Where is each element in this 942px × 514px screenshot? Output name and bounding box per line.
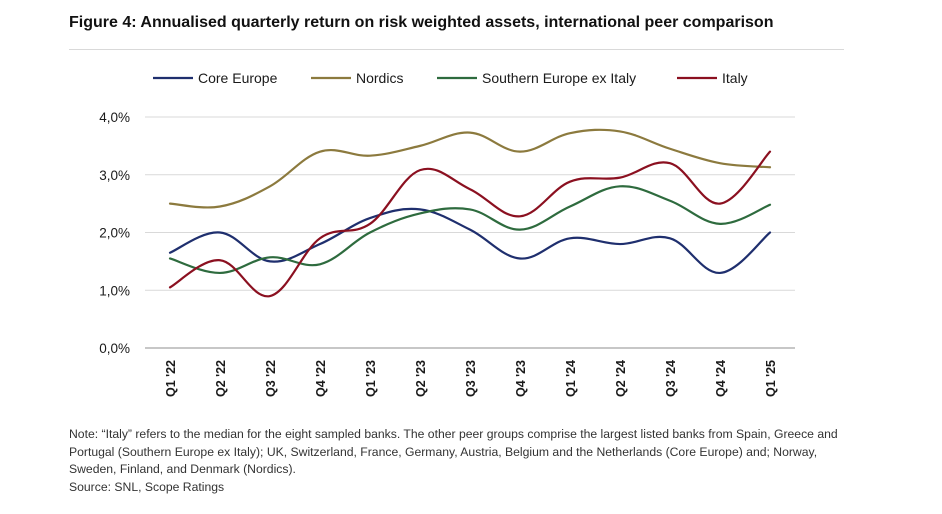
series-line-nordics [168,128,772,209]
line-chart: 0,0%1,0%2,0%3,0%4,0% Q1 '22 Q2 '22 Q3 '22 Q… [99,70,795,397]
figure-title: Figure 4: Annualised quarterly return on… [69,14,774,31]
series-line-italy [168,150,772,298]
chart-notes: Note: “Italy” refers to the median for t… [69,426,839,496]
legend: Core Europe Nordics Southern Europe ex Ita… [153,70,748,86]
series-lines [168,128,772,298]
legend-label-southern-europe-ex-italy: Southern Europe ex Italy [482,70,636,86]
x-tick-label: Q2 '24 [614,360,628,397]
title-divider [69,49,844,50]
note-text: Note: “Italy” refers to the median for t… [69,427,838,477]
y-tick-label: 3,0% [99,168,130,183]
series-line-southern-europe-ex-italy [168,185,772,275]
x-tick-label: Q3 '22 [264,360,278,397]
gridlines [145,116,795,291]
x-tick-label: Q1 '23 [364,360,378,397]
source-text: Source: SNL, Scope Ratings [69,479,225,494]
x-tick-label: Q1 '25 [764,360,778,397]
y-axis-ticks: 0,0% 1,0% 2,0% 3,0% 4,0% [99,110,130,356]
y-tick-label: 2,0% [99,226,130,241]
x-tick-label: Q4 '22 [314,360,328,397]
x-tick-label: Q1 '22 [164,360,178,397]
y-tick-label: 1,0% [99,283,130,298]
x-tick-label: Q3 '23 [464,360,478,397]
x-tick-label: Q2 '23 [414,360,428,397]
y-tick-label: 4,0% [99,110,130,125]
x-axis-ticks: Q1 '22 Q2 '22 Q3 '22 Q4 '22 Q1 '23 Q2 '23 Q3 '… [164,360,778,397]
series-line-core-europe [168,207,772,275]
legend-label-core-europe: Core Europe [198,70,278,86]
x-tick-label: Q3 '24 [664,360,678,397]
legend-label-italy: Italy [722,70,748,86]
x-tick-label: Q2 '22 [214,360,228,397]
x-tick-label: Q4 '23 [514,360,528,397]
y-tick-label: 0,0% [99,341,130,356]
legend-label-nordics: Nordics [356,70,403,86]
x-tick-label: Q1 '24 [564,360,578,397]
x-tick-label: Q4 '24 [714,360,728,397]
